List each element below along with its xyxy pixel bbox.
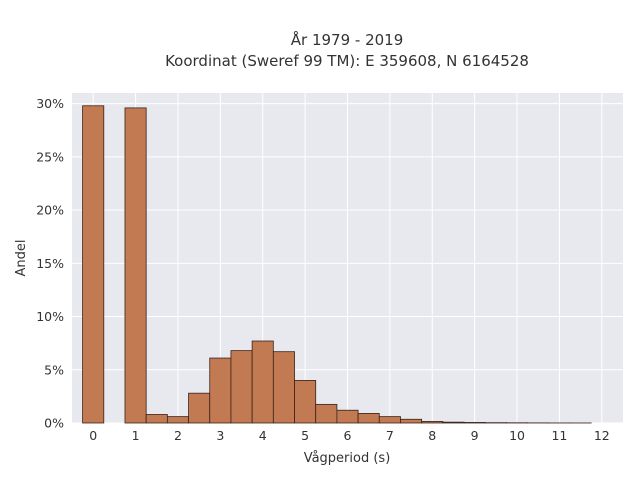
bar [145, 414, 168, 424]
chart-subtitle: Koordinat (Sweref 99 TM): E 359608, N 61… [165, 52, 529, 70]
bar [315, 403, 338, 424]
bar [124, 107, 147, 424]
y-axis-label: Andel [14, 240, 29, 277]
chart-title: År 1979 - 2019 [291, 30, 404, 49]
bar [378, 416, 401, 424]
y-tick-label: 10% [36, 309, 64, 324]
y-tick-label: 15% [36, 256, 64, 271]
bars [82, 105, 592, 424]
x-tick-label: 10 [509, 428, 525, 443]
bar [400, 418, 423, 424]
x-tick-label: 11 [551, 428, 567, 443]
x-tick-label: 1 [132, 428, 140, 443]
bar [463, 422, 486, 424]
x-tick-label: 12 [594, 428, 610, 443]
bar [336, 409, 359, 424]
bar [166, 416, 189, 424]
y-tick-labels: 0% 5% 10% 15% 20% 25% 30% [36, 96, 64, 430]
bar [209, 357, 232, 424]
x-tick-label: 8 [428, 428, 436, 443]
x-tick-label: 0 [89, 428, 97, 443]
x-tick-labels: 0 1 2 3 4 5 6 7 8 9 10 11 12 [89, 428, 610, 443]
x-tick-label: 5 [301, 428, 309, 443]
bar [357, 413, 380, 424]
y-tick-label: 0% [44, 416, 64, 431]
bar [294, 380, 317, 424]
x-tick-label: 7 [386, 428, 394, 443]
y-tick-label: 30% [36, 96, 64, 111]
y-tick-label: 5% [44, 362, 64, 377]
bar [421, 421, 444, 424]
x-axis-label: Vågperiod (s) [304, 451, 391, 466]
y-tick-label: 20% [36, 203, 64, 218]
x-tick-label: 4 [259, 428, 267, 443]
x-tick-label: 2 [174, 428, 182, 443]
bar [230, 350, 253, 424]
bar [272, 351, 295, 424]
x-tick-label: 3 [216, 428, 224, 443]
bar [251, 340, 274, 424]
x-tick-label: 9 [471, 428, 479, 443]
x-tick-label: 6 [344, 428, 352, 443]
bar [442, 421, 465, 424]
bar [82, 105, 105, 424]
bar [188, 392, 211, 424]
y-tick-label: 25% [36, 149, 64, 164]
